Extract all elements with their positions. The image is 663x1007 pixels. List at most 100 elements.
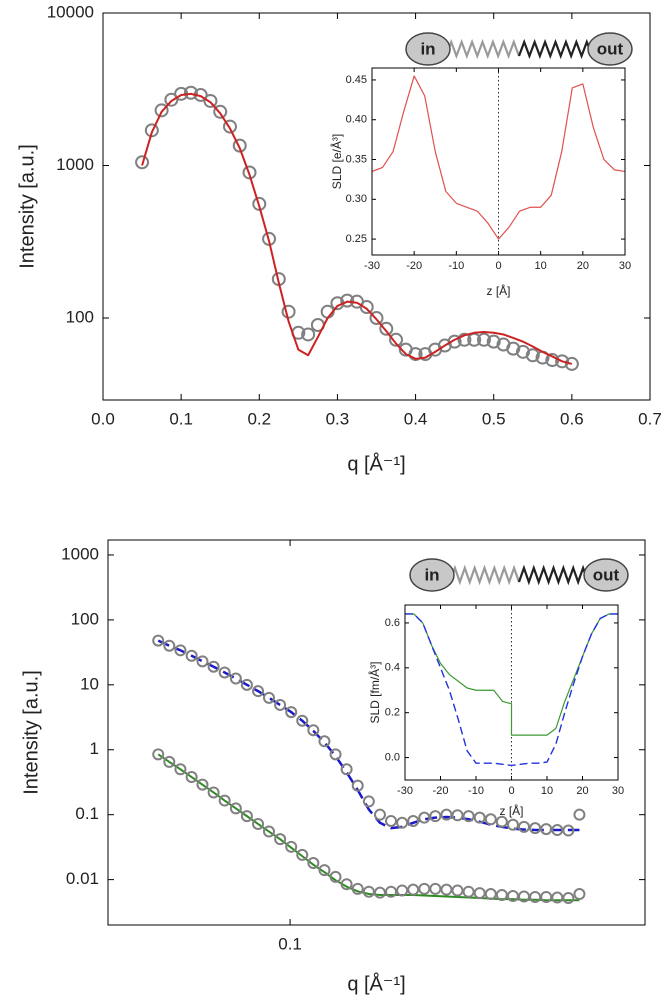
data-point — [396, 884, 409, 897]
data-point — [218, 794, 231, 807]
axes-frame — [404, 604, 619, 781]
y-tick-label: 0.40 — [346, 114, 367, 126]
data-point — [340, 878, 353, 891]
y-tick-label: 0.01 — [66, 869, 99, 888]
data-point — [229, 672, 242, 685]
data-point — [451, 809, 464, 822]
data-point — [418, 882, 431, 895]
data-point — [369, 311, 384, 326]
x-axis-label: z [Å] — [486, 283, 510, 298]
x-tick-label: 10 — [535, 260, 547, 272]
data-point — [351, 779, 364, 792]
data-point — [240, 678, 253, 691]
data-point — [518, 890, 531, 903]
data-point — [203, 93, 218, 108]
data-point — [196, 778, 209, 791]
x-tick-label: 0.5 — [482, 409, 506, 428]
data-point — [573, 888, 586, 901]
data-point — [462, 810, 475, 823]
data-point — [457, 332, 472, 347]
data-point — [484, 813, 497, 826]
data-point — [135, 155, 150, 170]
x-tick-label: 30 — [619, 260, 631, 272]
data-point — [144, 123, 159, 138]
data-point — [285, 706, 298, 719]
data-point — [451, 884, 464, 897]
y-tick-label: 0.0 — [385, 751, 400, 763]
y-tick-label: 0.2 — [385, 707, 400, 719]
data-point — [207, 660, 220, 673]
x-axis-label: q [Å⁻¹] — [347, 452, 405, 475]
fit-line — [405, 613, 618, 767]
data-point — [163, 639, 176, 652]
y-axis-label: SLD [e/Å³] — [329, 134, 344, 189]
y-tick-label: 0.35 — [346, 153, 367, 165]
data-point — [476, 332, 491, 347]
data-point — [222, 119, 237, 134]
data-point — [296, 848, 309, 861]
data-point — [462, 885, 475, 898]
data-point — [518, 820, 531, 833]
x-tick-label: -10 — [468, 785, 484, 797]
y-tick-label: 0.4 — [385, 662, 400, 674]
data-point — [540, 823, 553, 836]
x-axis-label: q [Å⁻¹] — [347, 972, 405, 995]
data-point — [318, 864, 331, 877]
data-point — [525, 348, 540, 363]
data-point — [529, 890, 542, 903]
data-point — [152, 748, 165, 761]
data-point — [551, 824, 564, 837]
molecule-chain — [444, 38, 521, 60]
data-point — [396, 816, 409, 829]
data-point — [540, 890, 553, 903]
molecule-chain — [448, 564, 521, 586]
molecule-head — [587, 32, 633, 66]
data-point — [473, 811, 486, 824]
x-tick-label: 0.1 — [278, 934, 302, 953]
data-point — [232, 138, 247, 153]
data-point — [495, 888, 508, 901]
x-tick-label: 0.1 — [169, 409, 193, 428]
data-point — [262, 825, 275, 838]
x-tick-label: 0 — [495, 260, 501, 272]
data-point — [389, 332, 404, 347]
data-point — [301, 327, 316, 342]
x-tick-label: -30 — [364, 260, 380, 272]
molecule-icon: in out — [409, 558, 629, 592]
data-point — [152, 634, 165, 647]
x-tick-label: -20 — [433, 785, 449, 797]
x-axis-label: z [Å] — [499, 803, 523, 818]
y-tick-label: 1 — [90, 739, 99, 758]
data-point — [213, 104, 228, 119]
molecule-chain — [517, 564, 590, 586]
data-point — [154, 103, 169, 118]
data-point — [318, 735, 331, 748]
data-point — [183, 85, 198, 100]
inset-chart: -30 -20 -10 0 10 20 30 0.25 0.30 0.35 0.40 0.45 z [Å… — [329, 32, 633, 298]
x-tick-label: 0 — [508, 785, 514, 797]
data-point — [307, 724, 320, 737]
y-tick-label: 0.1 — [75, 804, 99, 823]
data-point — [562, 824, 575, 837]
data-point — [340, 293, 355, 308]
y-tick-label: 10000 — [47, 2, 94, 21]
series-layer — [135, 85, 579, 371]
fit-line — [372, 75, 625, 240]
y-axis-label: Intensity [a.u.] — [16, 144, 38, 269]
y-tick-label: 100 — [66, 307, 94, 326]
x-tick-label: 0.0 — [91, 409, 115, 428]
y-tick-label: 0.25 — [346, 233, 367, 245]
x-tick-label: 30 — [612, 785, 624, 797]
axes-frame — [102, 12, 651, 401]
data-point — [573, 808, 586, 821]
data-point — [274, 698, 287, 711]
data-point — [429, 810, 442, 823]
data-point — [564, 356, 579, 371]
data-point — [385, 814, 398, 827]
data-point — [307, 857, 320, 870]
data-point — [562, 892, 575, 905]
data-point — [506, 889, 519, 902]
data-point — [262, 691, 275, 704]
data-point — [473, 887, 486, 900]
